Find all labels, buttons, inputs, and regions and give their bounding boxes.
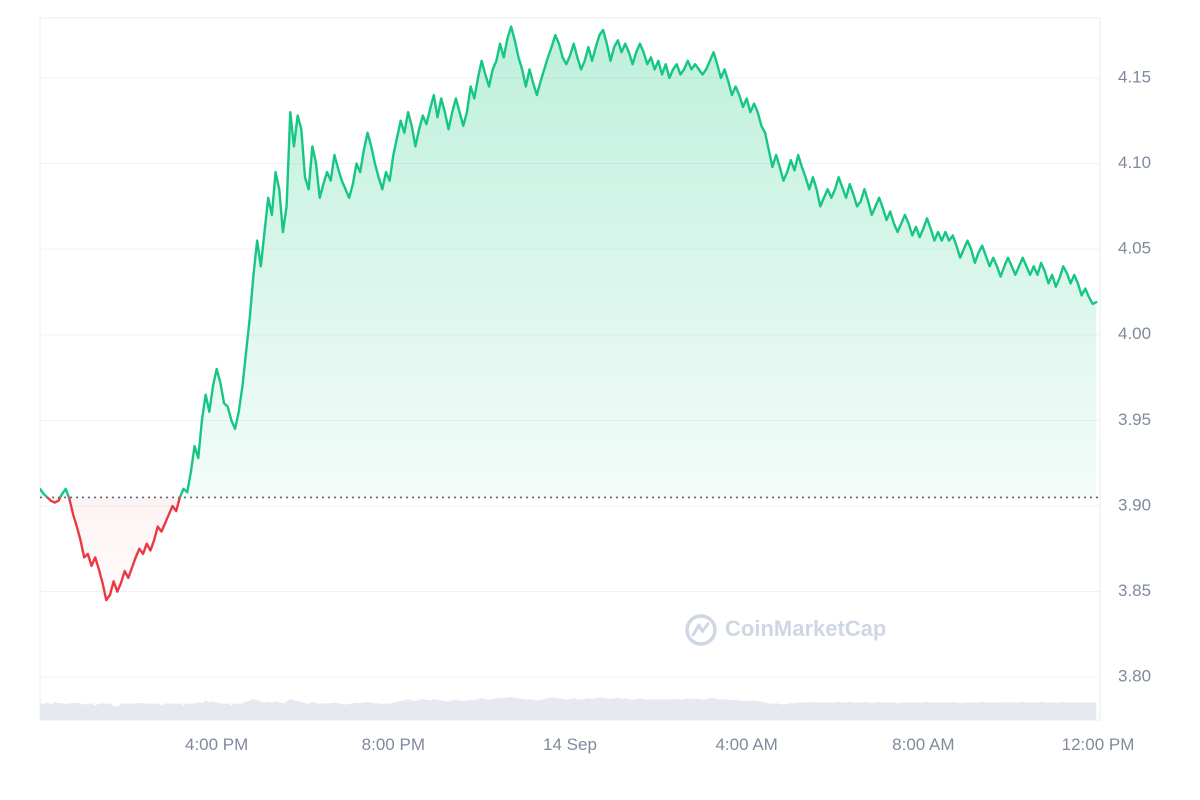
y-tick-label: 3.95 [1118,410,1151,429]
x-tick-label: 8:00 PM [362,735,425,754]
x-axis-labels: 4:00 PM 8:00 PM 14 Sep 4:00 AM 8:00 AM 12:00 … [185,735,1134,754]
x-tick-label: 8:00 AM [892,735,954,754]
price-chart-container: 3.80 3.85 3.90 3.95 4.00 4.05 4.10 4.15 4:00 PM… [0,0,1200,800]
x-tick-label: 14 Sep [543,735,597,754]
y-axis-labels: 3.80 3.85 3.90 3.95 4.00 4.05 4.10 4.15 [1118,67,1151,685]
x-tick-label: 4:00 PM [185,735,248,754]
y-tick-label: 3.90 [1118,495,1151,514]
watermark-text: CoinMarketCap [725,616,886,641]
price-chart-svg[interactable]: 3.80 3.85 3.90 3.95 4.00 4.05 4.10 4.15 4:00 PM… [0,0,1200,800]
y-tick-label: 3.80 [1118,667,1151,686]
y-tick-label: 4.10 [1118,153,1151,172]
y-tick-label: 4.00 [1118,324,1151,343]
x-tick-label: 4:00 AM [715,735,777,754]
x-tick-label: 12:00 PM [1062,735,1135,754]
y-tick-label: 4.05 [1118,239,1151,258]
y-tick-label: 3.85 [1118,581,1151,600]
y-tick-label: 4.15 [1118,67,1151,86]
